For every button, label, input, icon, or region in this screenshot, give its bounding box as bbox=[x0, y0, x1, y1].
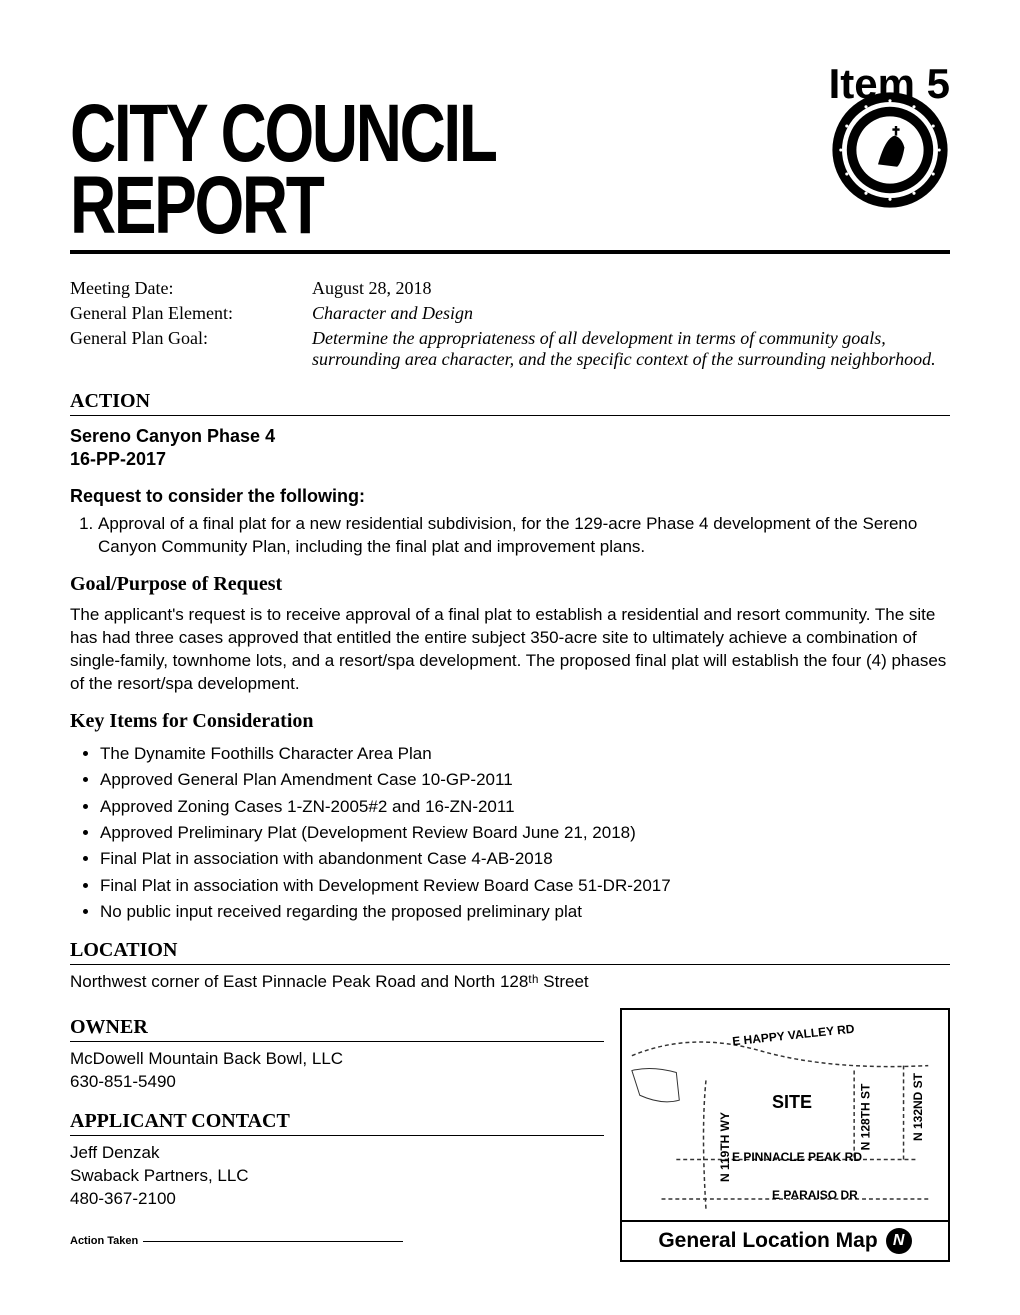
owner-phone: 630-851-5490 bbox=[70, 1071, 604, 1094]
plan-goal-label: General Plan Goal: bbox=[70, 328, 300, 370]
meeting-date-value: August 28, 2018 bbox=[312, 278, 950, 299]
plan-goal-italic: Determine the appropriateness of all dev… bbox=[312, 328, 936, 369]
key-item: Approved Preliminary Plat (Development R… bbox=[100, 820, 950, 846]
key-item: Final Plat in association with Developme… bbox=[100, 873, 950, 899]
plan-element-italic: Character and Design bbox=[312, 303, 473, 323]
applicant-company: Swaback Partners, LLC bbox=[70, 1165, 604, 1188]
key-item: The Dynamite Foothills Character Area Pl… bbox=[100, 741, 950, 767]
map-site-label: SITE bbox=[772, 1092, 812, 1113]
key-item: Final Plat in association with abandonme… bbox=[100, 846, 950, 872]
action-taken-field: Action Taken bbox=[70, 1235, 604, 1247]
key-item: Approved Zoning Cases 1-ZN-2005#2 and 16… bbox=[100, 794, 950, 820]
map-road-n132: N 132ND ST bbox=[911, 1073, 925, 1141]
location-body: Northwest corner of East Pinnacle Peak R… bbox=[70, 971, 950, 994]
plan-element-label: General Plan Element: bbox=[70, 303, 300, 324]
request-list: Approval of a final plat for a new resid… bbox=[70, 513, 950, 559]
action-subtitle-l1: Sereno Canyon Phase 4 bbox=[70, 426, 950, 447]
key-item: Approved General Plan Amendment Case 10-… bbox=[100, 767, 950, 793]
map-caption: General Location Map bbox=[658, 1229, 877, 1253]
action-taken-line bbox=[143, 1241, 403, 1242]
applicant-heading: APPLICANT CONTACT bbox=[70, 1110, 604, 1136]
applicant-name: Jeff Denzak bbox=[70, 1142, 604, 1165]
title-line-2: REPORT bbox=[70, 170, 496, 242]
report-title: CITY COUNCIL REPORT bbox=[70, 98, 616, 242]
meta-table: Meeting Date: August 28, 2018 General Pl… bbox=[70, 278, 950, 370]
applicant-phone: 480-367-2100 bbox=[70, 1188, 604, 1211]
action-subtitle-l2: 16-PP-2017 bbox=[70, 449, 950, 470]
city-seal-icon bbox=[830, 90, 950, 210]
plan-element-value: Character and Design bbox=[312, 303, 950, 324]
action-taken-label: Action Taken bbox=[70, 1235, 138, 1247]
key-item: No public input received regarding the p… bbox=[100, 899, 950, 925]
goal-body: The applicant's request is to receive ap… bbox=[70, 604, 950, 696]
request-item: Approval of a final plat for a new resid… bbox=[98, 513, 950, 559]
location-heading: LOCATION bbox=[70, 939, 950, 965]
key-items-heading: Key Items for Consideration bbox=[70, 710, 950, 735]
key-items-list: The Dynamite Foothills Character Area Pl… bbox=[70, 741, 950, 925]
map-caption-row: General Location Map N bbox=[622, 1222, 948, 1260]
map-road-n128: N 128TH ST bbox=[858, 1084, 872, 1151]
map-road-paraiso: E PARAISO DR bbox=[772, 1188, 858, 1202]
map-area: E HAPPY VALLEY RD E PINNACLE PEAK RD E P… bbox=[622, 1010, 948, 1222]
goal-heading: Goal/Purpose of Request bbox=[70, 573, 950, 598]
map-road-n119: N 119TH WY bbox=[718, 1112, 732, 1182]
plan-goal-value: Determine the appropriateness of all dev… bbox=[312, 328, 950, 370]
request-heading: Request to consider the following: bbox=[70, 486, 950, 507]
meeting-date-label: Meeting Date: bbox=[70, 278, 300, 299]
action-heading: ACTION bbox=[70, 390, 950, 416]
header-row: CITY COUNCIL REPORT bbox=[70, 98, 950, 254]
owner-name: McDowell Mountain Back Bowl, LLC bbox=[70, 1048, 604, 1071]
owner-heading: OWNER bbox=[70, 1016, 604, 1042]
map-road-pinnacle-peak: E PINNACLE PEAK RD bbox=[732, 1150, 862, 1164]
location-map: E HAPPY VALLEY RD E PINNACLE PEAK RD E P… bbox=[620, 1008, 950, 1262]
compass-icon: N bbox=[886, 1228, 912, 1254]
